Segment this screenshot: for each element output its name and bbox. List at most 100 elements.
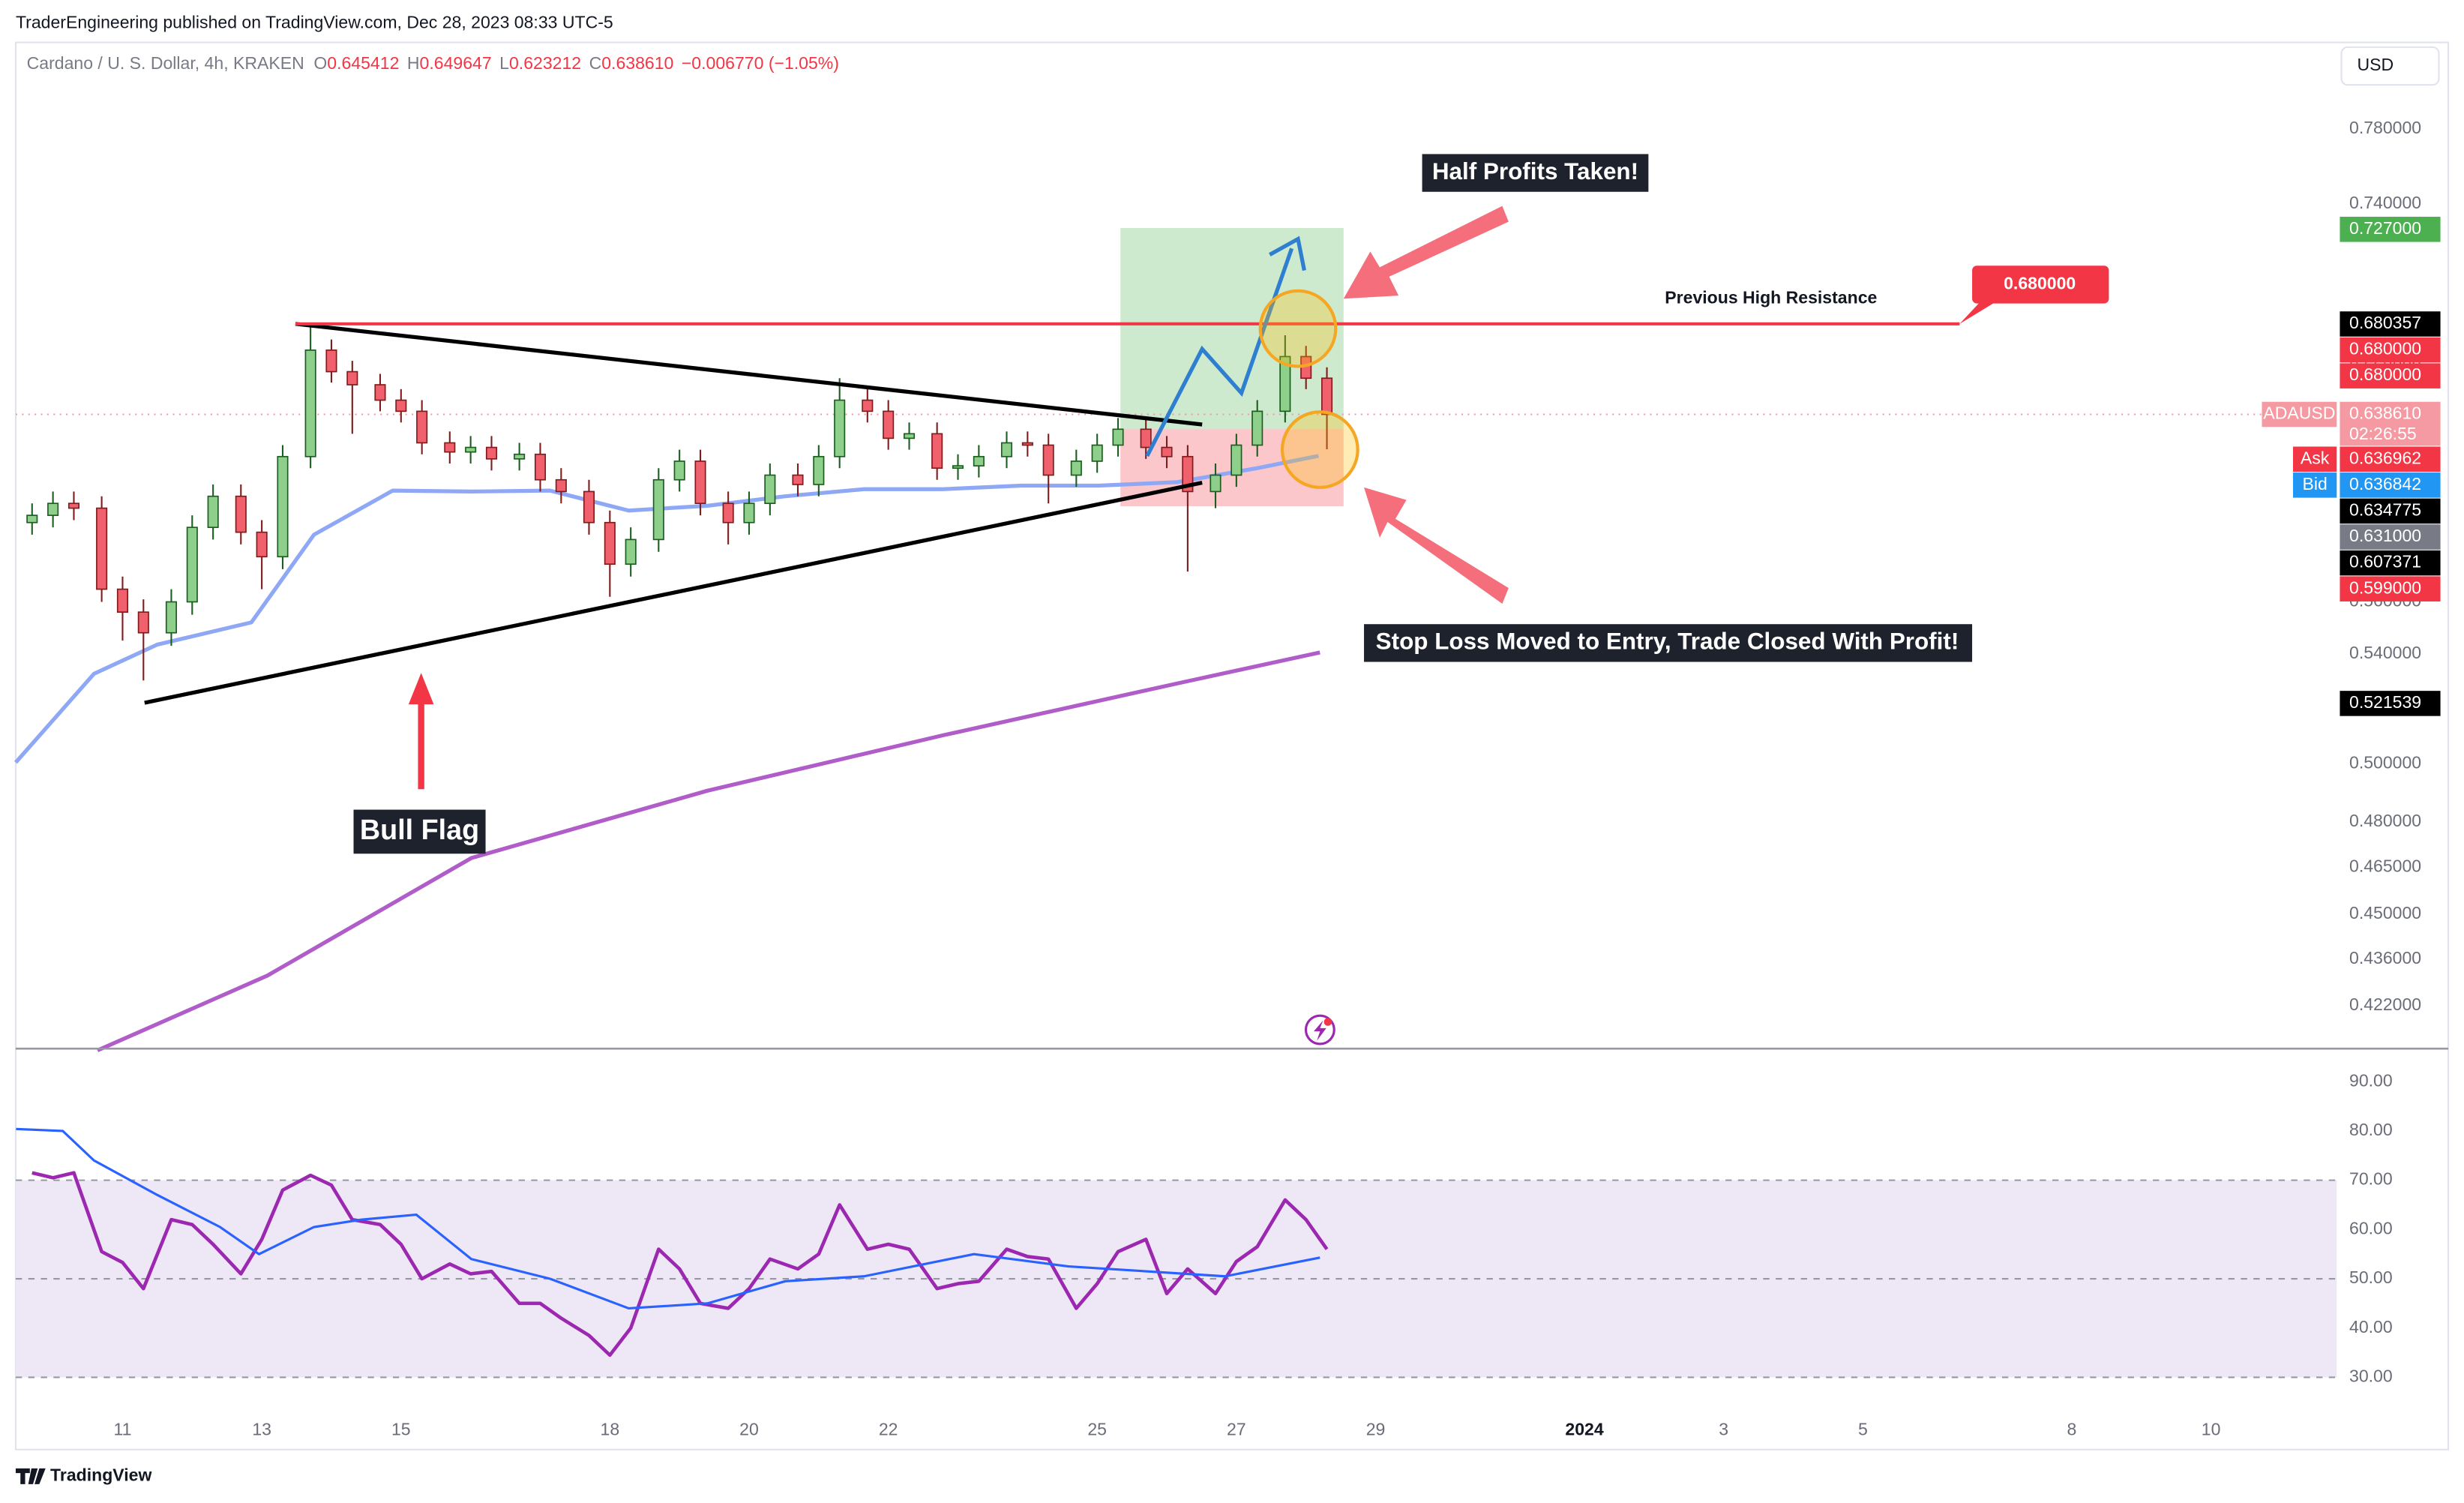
candle-body bbox=[207, 495, 219, 529]
legend: Cardano / U. S. Dollar, 4h, KRAKEN O0.645… bbox=[27, 53, 839, 73]
rsi-tick-label: 50.00 bbox=[2349, 1268, 2393, 1287]
rsi-tick-label: 90.00 bbox=[2349, 1070, 2393, 1090]
candle-body bbox=[416, 410, 428, 444]
highlight-circle bbox=[1280, 410, 1359, 489]
price-tag bbox=[2340, 472, 2441, 498]
target-zone bbox=[1120, 227, 1344, 430]
moving-average bbox=[96, 650, 1320, 1052]
candle-body bbox=[1321, 377, 1333, 416]
candle-body bbox=[555, 478, 567, 493]
ohlc-key: O bbox=[313, 53, 327, 73]
symbol-title: Cardano / U. S. Dollar, 4h, KRAKEN bbox=[27, 53, 304, 73]
x-tick-label: 5 bbox=[1858, 1420, 1868, 1439]
tag-pointer bbox=[1959, 298, 1996, 324]
x-tick-label: 25 bbox=[1087, 1420, 1107, 1439]
y-tick-label: 0.540000 bbox=[2349, 643, 2421, 662]
series-name-label: ADAUSD bbox=[2263, 404, 2335, 423]
candle-body bbox=[485, 446, 498, 460]
candle-body bbox=[1000, 442, 1013, 458]
price-tag bbox=[2340, 576, 2441, 602]
price-tag bbox=[2340, 498, 2441, 524]
annotation-tag bbox=[1972, 266, 2109, 304]
candle-body bbox=[26, 514, 38, 524]
x-tick-label: 3 bbox=[1719, 1420, 1728, 1439]
rsi-tick-label: 80.00 bbox=[2349, 1120, 2393, 1139]
ohlc-value: 0.649647 bbox=[420, 53, 492, 73]
under-layer bbox=[15, 227, 2337, 1378]
price-tag-label: 0.680000 bbox=[2349, 364, 2421, 384]
moving-average bbox=[13, 454, 1319, 764]
candle-body bbox=[444, 442, 456, 453]
series-name-label: Ask bbox=[2301, 448, 2330, 467]
price-tag bbox=[2340, 337, 2441, 363]
price-tag-label: 0.599000 bbox=[2349, 578, 2421, 597]
ohlc-key: C bbox=[589, 53, 602, 73]
highlight-circle bbox=[1258, 289, 1338, 368]
annotation-box bbox=[1364, 624, 1973, 662]
candle-body bbox=[137, 611, 149, 634]
x-tick-label: 20 bbox=[739, 1420, 759, 1439]
candle-body bbox=[277, 455, 289, 558]
price-tag bbox=[2340, 363, 2441, 388]
candle-body bbox=[1279, 356, 1291, 412]
x-tick-label: 8 bbox=[2067, 1420, 2076, 1439]
x-tick-label: 10 bbox=[2202, 1420, 2221, 1439]
annotation-text: 0.680000 bbox=[2004, 274, 2076, 293]
currency-button[interactable] bbox=[2340, 46, 2440, 86]
ohlc-value: 0.645412 bbox=[327, 53, 399, 73]
rsi-line bbox=[31, 1171, 1329, 1358]
candle-body bbox=[604, 521, 616, 566]
candle-body bbox=[1091, 444, 1103, 462]
countdown: 02:26:55 bbox=[2349, 424, 2417, 443]
x-tick-label: 2024 bbox=[1565, 1420, 1603, 1439]
projection-arrow-head bbox=[1269, 236, 1306, 272]
candle-body bbox=[186, 526, 198, 603]
footer-brand: TradingView bbox=[50, 1465, 151, 1484]
candle-body bbox=[1231, 444, 1242, 476]
annotation-text: Previous High Resistance bbox=[1665, 287, 1877, 307]
y-tick-label: 0.480000 bbox=[2349, 811, 2421, 830]
candle-body bbox=[304, 350, 316, 458]
candle-body bbox=[694, 460, 706, 505]
y-tick-label: 0.465000 bbox=[2349, 856, 2421, 875]
price-tag bbox=[2340, 524, 2441, 550]
candle-body bbox=[743, 502, 755, 524]
price-tag-label: 0.607371 bbox=[2349, 552, 2421, 572]
tradingview-logo bbox=[15, 1468, 46, 1484]
candle-body bbox=[465, 446, 477, 453]
price-tag-label: 0.727000 bbox=[2349, 218, 2421, 238]
candle-body bbox=[883, 410, 895, 440]
candle-body bbox=[1070, 460, 1082, 476]
ohlc-key: L bbox=[499, 53, 509, 73]
price-tag bbox=[2340, 401, 2441, 446]
price-tag-label: 0.680357 bbox=[2349, 313, 2421, 332]
y-tick-label: 0.740000 bbox=[2349, 193, 2421, 212]
ohlc-value: 0.638610 bbox=[601, 53, 673, 73]
change: −0.006770 (−1.05%) bbox=[682, 53, 839, 73]
annotation-box bbox=[1422, 154, 1649, 192]
x-tick-label: 15 bbox=[391, 1420, 411, 1439]
x-tick-label: 27 bbox=[1227, 1420, 1246, 1439]
candle-body bbox=[931, 433, 943, 470]
pointer-arrow bbox=[1343, 206, 1509, 299]
candle-body bbox=[792, 474, 804, 485]
candle-body bbox=[652, 478, 664, 541]
rsi-tick-label: 30.00 bbox=[2349, 1366, 2393, 1386]
candle-body bbox=[47, 502, 59, 516]
rsi-tick-label: 40.00 bbox=[2349, 1317, 2393, 1336]
chart-frame bbox=[14, 41, 2450, 1450]
annotation-text: Stop Loss Moved to Entry, Trade Closed W… bbox=[1376, 628, 1959, 655]
series-name-label: Bid bbox=[2302, 474, 2327, 494]
trend-line-upper bbox=[295, 322, 1203, 427]
y-tick-label: 0.436000 bbox=[2349, 948, 2421, 968]
price-tag-label: 0.636962 bbox=[2349, 448, 2421, 467]
candle-body bbox=[514, 453, 526, 460]
candle-body bbox=[625, 538, 637, 566]
event-icon-bolt bbox=[1313, 1020, 1326, 1041]
event-icon-dot bbox=[1323, 1018, 1332, 1026]
candle-body bbox=[834, 399, 846, 458]
ohlc-key: H bbox=[407, 53, 420, 73]
price-tag bbox=[2340, 550, 2441, 576]
x-tick-label: 22 bbox=[879, 1420, 898, 1439]
